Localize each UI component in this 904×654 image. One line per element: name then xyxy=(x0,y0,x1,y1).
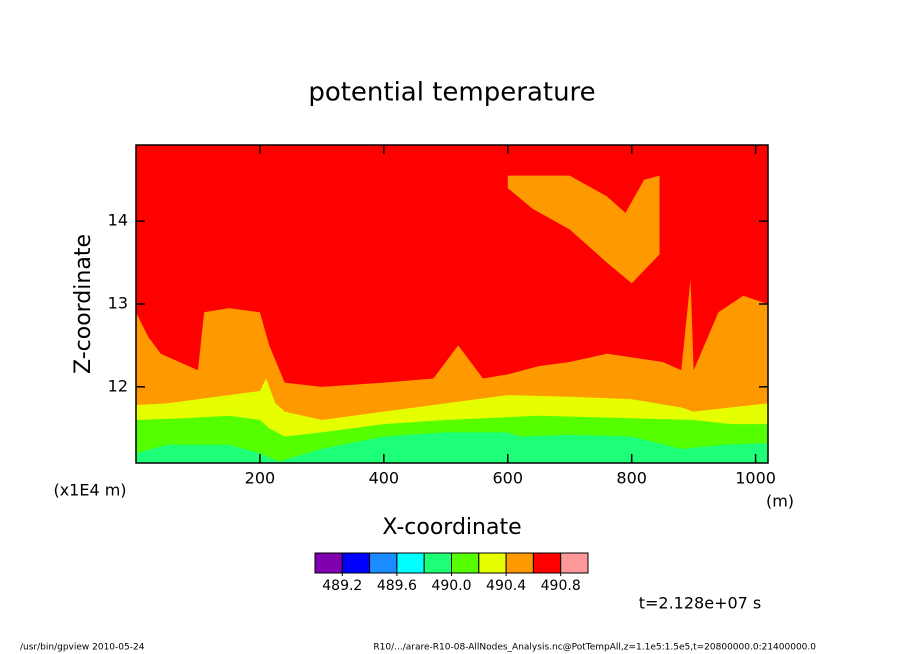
colorbar-label: 489.6 xyxy=(377,578,417,594)
x-tick-label: 400 xyxy=(369,469,400,488)
colorbar-box xyxy=(396,552,425,574)
colorbar-box xyxy=(423,552,453,574)
colorbar-box xyxy=(314,552,343,574)
colorbar-box xyxy=(478,552,507,574)
colorbar-box xyxy=(560,552,589,574)
colorbar-label: 490.0 xyxy=(431,578,471,594)
x-tick-label: 200 xyxy=(245,469,276,488)
time-label: t=2.128e+07 s xyxy=(639,594,762,613)
y-tick-label: 14 xyxy=(108,211,128,230)
footer-left: /usr/bin/gpview 2010-05-24 xyxy=(20,643,145,653)
x-unit: (m) xyxy=(766,492,794,511)
x-tick-label: 1000 xyxy=(735,469,776,488)
contour-region xyxy=(136,432,768,463)
colorbar-label: 489.2 xyxy=(322,578,362,594)
colorbar-box xyxy=(341,552,371,574)
x-tick-label: 800 xyxy=(616,469,647,488)
y-unit: (x1E4 m) xyxy=(53,481,126,500)
colorbar-box xyxy=(532,552,562,574)
y-tick-label: 13 xyxy=(108,294,128,313)
chart-title: potential temperature xyxy=(308,78,595,108)
x-axis-label: X-coordinate xyxy=(382,515,521,540)
colorbar-label: 490.8 xyxy=(541,578,581,594)
y-tick-label: 12 xyxy=(108,376,128,395)
y-axis-label: Z-coordinate xyxy=(71,234,96,374)
footer-right: R10/.../arare-R10-08-AllNodes_Analysis.n… xyxy=(373,643,816,653)
colorbar-box xyxy=(369,552,398,574)
x-tick-label: 600 xyxy=(492,469,523,488)
contour-region xyxy=(507,175,660,284)
colorbar-box xyxy=(451,552,480,574)
colorbar-box xyxy=(505,552,534,574)
colorbar-label: 490.4 xyxy=(486,578,526,594)
